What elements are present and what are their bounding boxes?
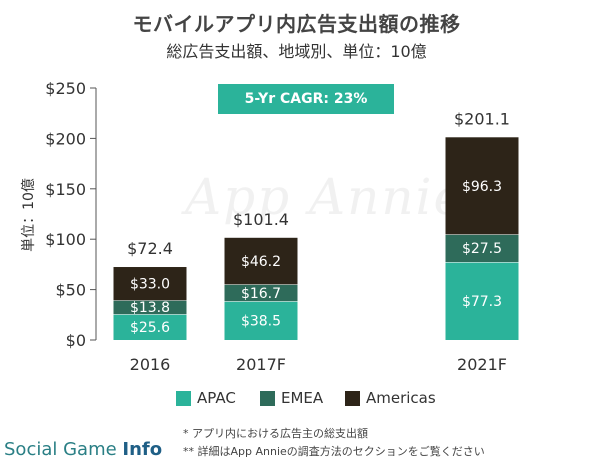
bar-segment-apac <box>445 262 519 340</box>
legend-swatch-americas <box>345 390 360 406</box>
y-tick-label: $200 <box>45 129 86 148</box>
data-label: $13.8 <box>130 300 170 316</box>
legend-item-emea: EMEA <box>260 388 323 408</box>
data-label: $33.0 <box>130 277 170 293</box>
data-label: $27.5 <box>462 241 502 257</box>
total-label: $72.4 <box>127 239 173 258</box>
y-tick-label: $250 <box>45 79 86 98</box>
total-label: $201.1 <box>454 109 510 128</box>
y-tick-label: $0 <box>66 331 86 350</box>
bar-segment-emea <box>113 300 187 315</box>
legend-swatch-apac <box>176 390 191 406</box>
bar-segment-emea <box>445 234 519 263</box>
data-label: $96.3 <box>462 179 502 195</box>
footnote-1: * アプリ内における広告主の総支出額 <box>183 427 368 440</box>
chart-title: モバイルアプリ内広告支出額の推移 <box>132 12 461 36</box>
brand-text-1: Social Game <box>4 439 123 460</box>
y-tick-label: $100 <box>45 230 86 249</box>
bar-segment-americas <box>113 267 187 301</box>
legend-label-americas: Americas <box>366 389 436 407</box>
brand-text-2: Info <box>122 439 163 460</box>
bar-segment-apac <box>113 314 187 340</box>
footnote-2: ** 詳細はApp Annieの調査方法のセクションをご覧ください <box>183 445 485 458</box>
data-label: $38.5 <box>241 314 281 330</box>
bar-segment-americas <box>224 237 298 285</box>
data-label: $16.7 <box>241 286 281 302</box>
total-label: $101.4 <box>233 210 289 229</box>
watermark: App Annie <box>185 168 466 226</box>
chart-subtitle: 総広告支出額、地域別、単位：10億 <box>166 42 427 61</box>
data-label: $25.6 <box>130 320 170 336</box>
y-axis-label: 単位：10億 <box>21 178 37 252</box>
data-label: $77.3 <box>462 294 502 310</box>
legend-item-apac: APAC <box>176 388 236 408</box>
bar-segment-americas <box>445 137 519 235</box>
y-tick-label: $150 <box>45 180 86 199</box>
y-tick-label: $50 <box>55 281 86 300</box>
x-tick-label: 2017F <box>236 355 286 374</box>
cagr-badge: 5-Yr CAGR: 23% <box>218 84 394 114</box>
bar-segment-emea <box>224 284 298 302</box>
legend-label-emea: EMEA <box>281 389 324 407</box>
legend-label-apac: APAC <box>197 389 236 407</box>
bar-segment-apac <box>224 301 298 340</box>
legend-swatch-emea <box>260 390 275 406</box>
x-tick-label: 2021F <box>457 355 507 374</box>
legend-item-americas: Americas <box>345 388 436 408</box>
x-tick-label: 2016 <box>130 355 171 374</box>
brand-logo: Social Game Info <box>4 439 162 460</box>
data-label: $46.2 <box>241 254 281 270</box>
